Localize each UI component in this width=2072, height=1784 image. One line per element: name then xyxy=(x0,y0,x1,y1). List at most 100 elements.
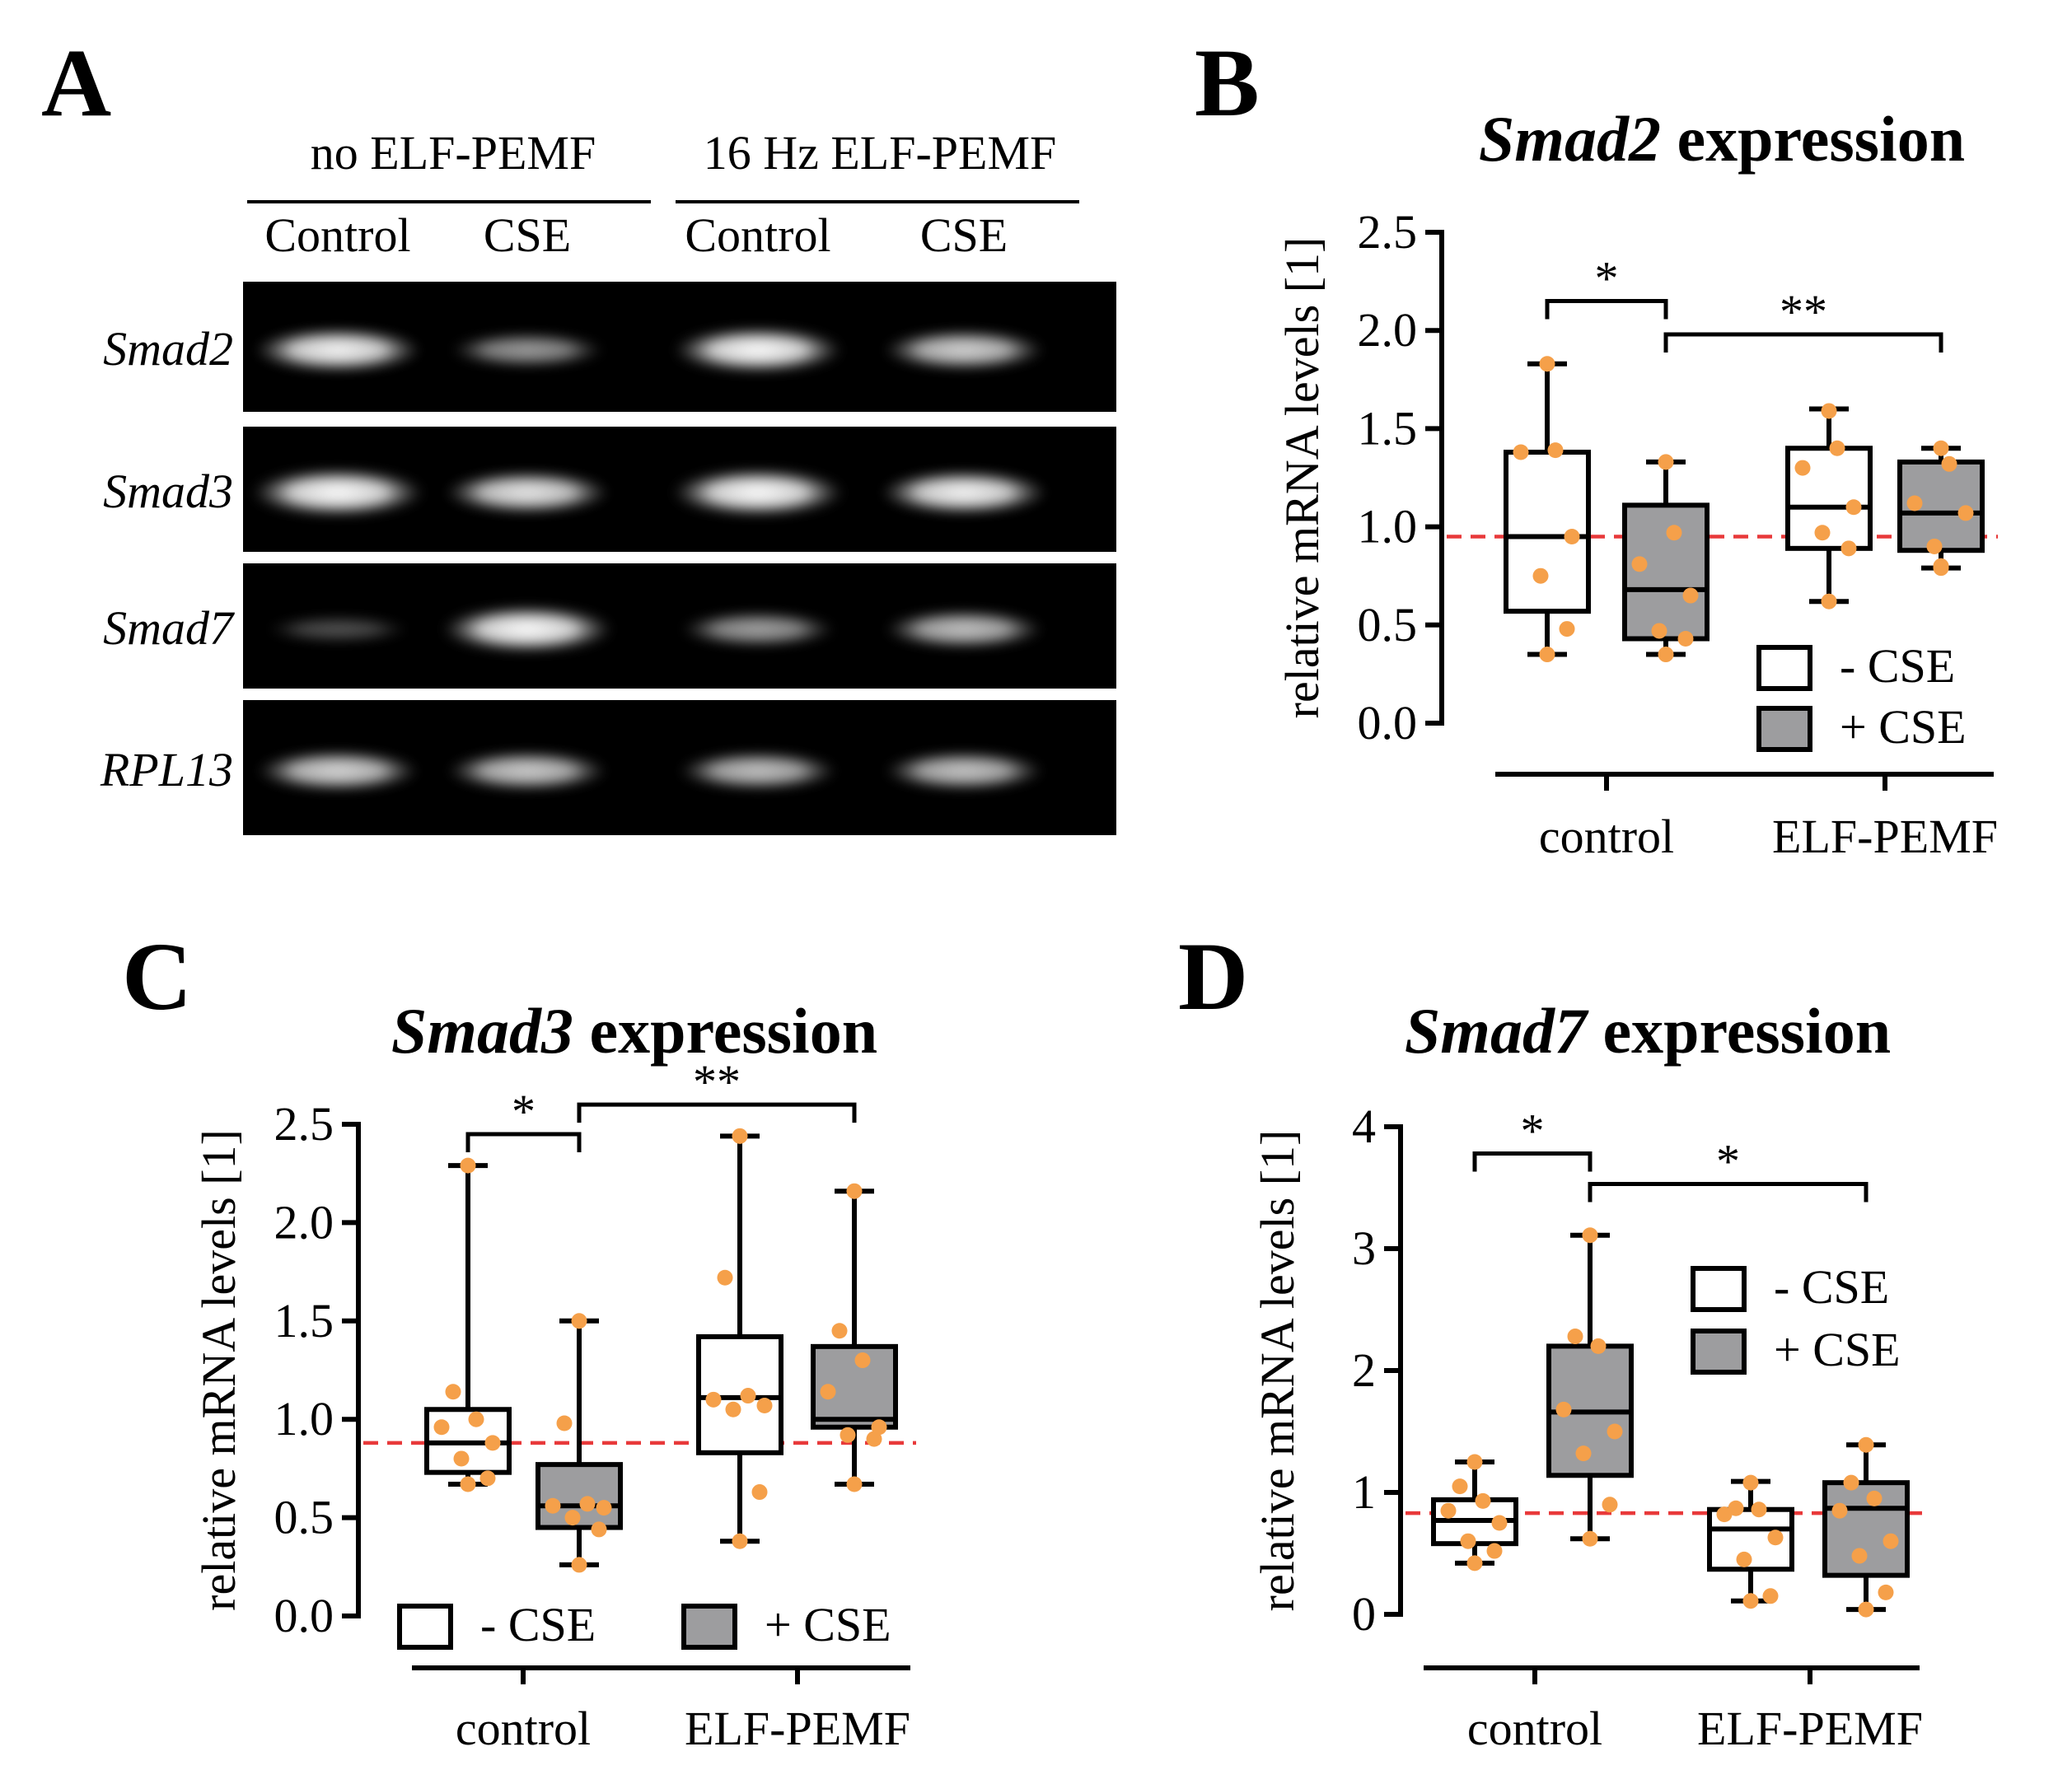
gene-label: Smad7 xyxy=(103,601,235,655)
gel-band xyxy=(673,327,843,373)
gel-band xyxy=(450,333,605,367)
data-point xyxy=(1564,529,1580,545)
data-point xyxy=(846,1476,863,1492)
data-point xyxy=(1814,525,1831,541)
box-iqr xyxy=(1622,502,1710,642)
gel-band xyxy=(883,751,1045,791)
data-point xyxy=(433,1419,450,1436)
data-point xyxy=(596,1500,612,1516)
box-ELF-PEMF-minus-cse xyxy=(696,1128,783,1549)
data-point xyxy=(1736,1551,1752,1567)
data-point xyxy=(831,1323,848,1339)
legend-label: - CSE xyxy=(1774,1260,1889,1314)
x-tick-label: ELF-PEMF xyxy=(1772,810,1998,863)
y-axis-label: relative mRNA levels [1] xyxy=(192,1129,246,1611)
gene-label: Smad3 xyxy=(103,465,233,518)
data-point xyxy=(1682,587,1699,604)
y-tick-label: 1.5 xyxy=(1358,401,1418,455)
data-point xyxy=(1794,460,1811,476)
significance-bracket xyxy=(1663,332,1943,353)
lane-label: Control xyxy=(264,208,410,262)
data-point xyxy=(1491,1515,1508,1531)
data-point xyxy=(1658,454,1674,470)
data-point xyxy=(460,1476,476,1492)
data-point xyxy=(1631,556,1648,572)
data-point xyxy=(571,1557,587,1573)
panel-a-gel: Ano ELF-PEMF 16 Hz ELF-PEMF Control CSE Cont… xyxy=(41,29,1116,835)
data-point xyxy=(1452,1478,1468,1495)
data-point xyxy=(1486,1543,1503,1559)
title-rest: expression xyxy=(1587,995,1891,1067)
x-tick-label: control xyxy=(1539,810,1674,863)
significance-bracket xyxy=(1545,298,1668,320)
data-point xyxy=(545,1497,561,1514)
significance-label: ** xyxy=(693,1055,741,1109)
panel-letter: D xyxy=(1178,922,1248,1030)
data-point xyxy=(1941,455,1957,472)
panel-b-chart: B Smad2 expression relative mRNA levels [1… xyxy=(1195,29,1998,863)
data-point xyxy=(1460,1533,1476,1549)
data-point xyxy=(1926,538,1943,554)
data-point xyxy=(591,1521,607,1538)
box-ELF-PEMF-plus-cse xyxy=(1822,1436,1910,1618)
y-tick-label: 0.0 xyxy=(1358,696,1418,750)
chart-title: Smad7 expression xyxy=(1405,995,1891,1067)
x-tick-label: ELF-PEMF xyxy=(685,1702,910,1755)
significance-label: * xyxy=(1716,1135,1740,1189)
data-point xyxy=(468,1411,484,1427)
data-point xyxy=(1607,1423,1623,1440)
panel-letter: A xyxy=(41,29,111,137)
panel-c-chart: C Smad3 expression relative mRNA levels [1… xyxy=(122,922,916,1755)
data-point xyxy=(1845,499,1862,516)
x-tick-label: control xyxy=(456,1702,591,1755)
data-point xyxy=(820,1384,836,1400)
y-tick-label: 1.0 xyxy=(1358,500,1418,553)
chart-title: Smad2 expression xyxy=(1479,103,1965,175)
data-point xyxy=(1590,1338,1607,1354)
data-point xyxy=(1666,525,1682,541)
gel-band xyxy=(882,329,1045,371)
data-point xyxy=(732,1533,748,1549)
data-point xyxy=(1547,442,1564,459)
panel-d-chart: D Smad7 expression relative mRNA levels [1… xyxy=(1178,922,1928,1755)
y-tick-label: 1.5 xyxy=(274,1294,334,1347)
data-point xyxy=(751,1484,768,1501)
box-control-plus-cse xyxy=(1546,1227,1634,1547)
gel-band xyxy=(254,328,422,372)
data-point xyxy=(1821,403,1837,419)
gel-band xyxy=(884,609,1044,649)
data-point xyxy=(1539,356,1555,372)
data-point xyxy=(1440,1502,1457,1519)
data-point xyxy=(1762,1588,1779,1604)
data-point xyxy=(1567,1329,1583,1345)
data-point xyxy=(1858,1436,1874,1453)
significance-bracket xyxy=(465,1132,582,1152)
data-point xyxy=(479,1470,496,1487)
data-point xyxy=(1831,1502,1848,1519)
data-point xyxy=(1513,444,1529,460)
data-point xyxy=(1677,630,1694,647)
data-point xyxy=(840,1427,856,1443)
legend-label: + CSE xyxy=(765,1598,891,1651)
data-point xyxy=(1466,1454,1483,1470)
data-point xyxy=(1716,1506,1733,1523)
gene-label: Smad2 xyxy=(103,322,233,376)
data-point xyxy=(725,1401,741,1417)
legend-label: - CSE xyxy=(480,1598,596,1651)
box-control-plus-cse xyxy=(536,1313,623,1573)
data-point xyxy=(571,1313,587,1329)
group-label: no ELF-PEMF xyxy=(311,126,596,180)
group-label: 16 Hz ELF-PEMF xyxy=(704,126,1057,180)
lane-label: CSE xyxy=(920,208,1008,262)
data-point xyxy=(1751,1501,1767,1518)
data-point xyxy=(460,1157,476,1174)
data-point xyxy=(1532,567,1549,584)
data-point xyxy=(556,1415,573,1431)
data-point xyxy=(1742,1593,1759,1609)
y-tick-label: 2.5 xyxy=(1358,205,1418,259)
data-point xyxy=(1555,1401,1572,1417)
panel-letter: C xyxy=(122,922,192,1030)
data-point xyxy=(1475,1492,1491,1509)
box-control-minus-cse xyxy=(424,1157,512,1492)
legend-label: + CSE xyxy=(1774,1323,1901,1376)
